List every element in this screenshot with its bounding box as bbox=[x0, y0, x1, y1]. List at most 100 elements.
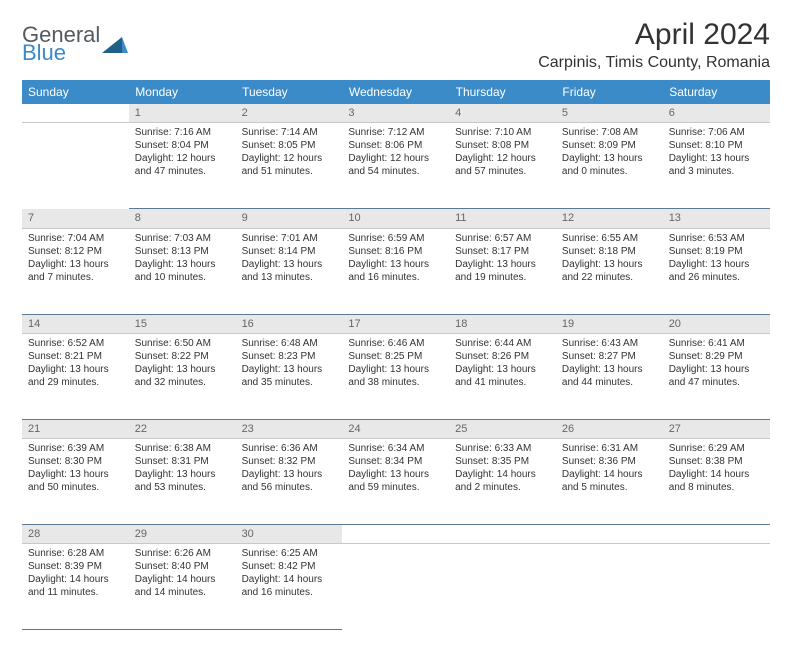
day-cell: Sunrise: 6:25 AMSunset: 8:42 PMDaylight:… bbox=[236, 544, 343, 630]
day-cell: Sunrise: 6:26 AMSunset: 8:40 PMDaylight:… bbox=[129, 544, 236, 630]
sunrise-text: Sunrise: 6:53 AM bbox=[669, 232, 764, 245]
daylight-text: Daylight: 13 hours and 0 minutes. bbox=[562, 152, 657, 178]
day-number: 23 bbox=[236, 419, 343, 438]
day-cell: Sunrise: 6:57 AMSunset: 8:17 PMDaylight:… bbox=[449, 228, 556, 314]
day-number: 27 bbox=[663, 419, 770, 438]
day-cell: Sunrise: 6:43 AMSunset: 8:27 PMDaylight:… bbox=[556, 333, 663, 419]
sunrise-text: Sunrise: 7:14 AM bbox=[242, 126, 337, 139]
day-number: 4 bbox=[449, 104, 556, 123]
day-header: Sunday bbox=[22, 80, 129, 104]
daylight-text: Daylight: 13 hours and 50 minutes. bbox=[28, 468, 123, 494]
daylight-text: Daylight: 13 hours and 56 minutes. bbox=[242, 468, 337, 494]
sunrise-text: Sunrise: 6:43 AM bbox=[562, 337, 657, 350]
brand-text: General Blue bbox=[22, 24, 100, 64]
sunrise-text: Sunrise: 6:39 AM bbox=[28, 442, 123, 455]
daylight-text: Daylight: 13 hours and 44 minutes. bbox=[562, 363, 657, 389]
sunset-text: Sunset: 8:31 PM bbox=[135, 455, 230, 468]
sunset-text: Sunset: 8:13 PM bbox=[135, 245, 230, 258]
day-cell: Sunrise: 6:52 AMSunset: 8:21 PMDaylight:… bbox=[22, 333, 129, 419]
sunset-text: Sunset: 8:09 PM bbox=[562, 139, 657, 152]
daylight-text: Daylight: 13 hours and 29 minutes. bbox=[28, 363, 123, 389]
daylight-text: Daylight: 13 hours and 13 minutes. bbox=[242, 258, 337, 284]
sunrise-text: Sunrise: 6:38 AM bbox=[135, 442, 230, 455]
sunset-text: Sunset: 8:30 PM bbox=[28, 455, 123, 468]
day-number: 7 bbox=[22, 209, 129, 228]
sunrise-text: Sunrise: 7:06 AM bbox=[669, 126, 764, 139]
sunset-text: Sunset: 8:21 PM bbox=[28, 350, 123, 363]
sunset-text: Sunset: 8:12 PM bbox=[28, 245, 123, 258]
daylight-text: Daylight: 14 hours and 8 minutes. bbox=[669, 468, 764, 494]
calendar-table: Sunday Monday Tuesday Wednesday Thursday… bbox=[22, 80, 770, 630]
day-cell: Sunrise: 6:31 AMSunset: 8:36 PMDaylight:… bbox=[556, 439, 663, 525]
day-number: 3 bbox=[342, 104, 449, 123]
sunrise-text: Sunrise: 6:33 AM bbox=[455, 442, 550, 455]
daylight-text: Daylight: 13 hours and 10 minutes. bbox=[135, 258, 230, 284]
sunrise-text: Sunrise: 6:48 AM bbox=[242, 337, 337, 350]
sunrise-text: Sunrise: 6:25 AM bbox=[242, 547, 337, 560]
day-number: 17 bbox=[342, 314, 449, 333]
day-cell: Sunrise: 6:33 AMSunset: 8:35 PMDaylight:… bbox=[449, 439, 556, 525]
day-number: 10 bbox=[342, 209, 449, 228]
day-number: 22 bbox=[129, 419, 236, 438]
brand-logo: General Blue bbox=[22, 18, 128, 64]
sunrise-text: Sunrise: 6:50 AM bbox=[135, 337, 230, 350]
day-number: 15 bbox=[129, 314, 236, 333]
sunset-text: Sunset: 8:04 PM bbox=[135, 139, 230, 152]
sunrise-text: Sunrise: 6:59 AM bbox=[348, 232, 443, 245]
day-cell: Sunrise: 7:03 AMSunset: 8:13 PMDaylight:… bbox=[129, 228, 236, 314]
sunrise-text: Sunrise: 6:36 AM bbox=[242, 442, 337, 455]
daylight-text: Daylight: 14 hours and 14 minutes. bbox=[135, 573, 230, 599]
day-cell: Sunrise: 6:28 AMSunset: 8:39 PMDaylight:… bbox=[22, 544, 129, 630]
daylight-text: Daylight: 12 hours and 47 minutes. bbox=[135, 152, 230, 178]
day-cell bbox=[663, 544, 770, 630]
day-cell: Sunrise: 6:39 AMSunset: 8:30 PMDaylight:… bbox=[22, 439, 129, 525]
day-number-row: 123456 bbox=[22, 104, 770, 123]
sunrise-text: Sunrise: 6:26 AM bbox=[135, 547, 230, 560]
day-number: 24 bbox=[342, 419, 449, 438]
sunset-text: Sunset: 8:18 PM bbox=[562, 245, 657, 258]
day-number bbox=[556, 525, 663, 544]
sunset-text: Sunset: 8:08 PM bbox=[455, 139, 550, 152]
sunset-text: Sunset: 8:36 PM bbox=[562, 455, 657, 468]
daylight-text: Daylight: 13 hours and 16 minutes. bbox=[348, 258, 443, 284]
day-cell bbox=[342, 544, 449, 630]
day-number: 6 bbox=[663, 104, 770, 123]
day-cell: Sunrise: 6:29 AMSunset: 8:38 PMDaylight:… bbox=[663, 439, 770, 525]
day-cell: Sunrise: 6:44 AMSunset: 8:26 PMDaylight:… bbox=[449, 333, 556, 419]
sunrise-text: Sunrise: 6:29 AM bbox=[669, 442, 764, 455]
sunrise-text: Sunrise: 7:01 AM bbox=[242, 232, 337, 245]
day-number-row: 78910111213 bbox=[22, 209, 770, 228]
day-cell: Sunrise: 6:48 AMSunset: 8:23 PMDaylight:… bbox=[236, 333, 343, 419]
title-block: April 2024 Carpinis, Timis County, Roman… bbox=[538, 18, 770, 72]
day-cell: Sunrise: 6:34 AMSunset: 8:34 PMDaylight:… bbox=[342, 439, 449, 525]
day-number: 18 bbox=[449, 314, 556, 333]
day-cell: Sunrise: 7:14 AMSunset: 8:05 PMDaylight:… bbox=[236, 123, 343, 209]
sunset-text: Sunset: 8:38 PM bbox=[669, 455, 764, 468]
daylight-text: Daylight: 13 hours and 47 minutes. bbox=[669, 363, 764, 389]
day-content-row: Sunrise: 6:28 AMSunset: 8:39 PMDaylight:… bbox=[22, 544, 770, 630]
sunset-text: Sunset: 8:25 PM bbox=[348, 350, 443, 363]
calendar-page: General Blue April 2024 Carpinis, Timis … bbox=[0, 0, 792, 648]
daylight-text: Daylight: 13 hours and 22 minutes. bbox=[562, 258, 657, 284]
day-cell bbox=[556, 544, 663, 630]
sunset-text: Sunset: 8:22 PM bbox=[135, 350, 230, 363]
daylight-text: Daylight: 13 hours and 26 minutes. bbox=[669, 258, 764, 284]
day-number: 29 bbox=[129, 525, 236, 544]
daylight-text: Daylight: 13 hours and 59 minutes. bbox=[348, 468, 443, 494]
sunset-text: Sunset: 8:29 PM bbox=[669, 350, 764, 363]
brand-line2: Blue bbox=[22, 42, 100, 64]
sunrise-text: Sunrise: 6:57 AM bbox=[455, 232, 550, 245]
daylight-text: Daylight: 13 hours and 41 minutes. bbox=[455, 363, 550, 389]
sunset-text: Sunset: 8:23 PM bbox=[242, 350, 337, 363]
day-number: 16 bbox=[236, 314, 343, 333]
daylight-text: Daylight: 12 hours and 57 minutes. bbox=[455, 152, 550, 178]
day-cell bbox=[22, 123, 129, 209]
sunset-text: Sunset: 8:27 PM bbox=[562, 350, 657, 363]
day-cell: Sunrise: 7:01 AMSunset: 8:14 PMDaylight:… bbox=[236, 228, 343, 314]
daylight-text: Daylight: 14 hours and 11 minutes. bbox=[28, 573, 123, 599]
sunrise-text: Sunrise: 6:52 AM bbox=[28, 337, 123, 350]
daylight-text: Daylight: 13 hours and 53 minutes. bbox=[135, 468, 230, 494]
day-header: Tuesday bbox=[236, 80, 343, 104]
sunset-text: Sunset: 8:14 PM bbox=[242, 245, 337, 258]
sunrise-text: Sunrise: 6:34 AM bbox=[348, 442, 443, 455]
